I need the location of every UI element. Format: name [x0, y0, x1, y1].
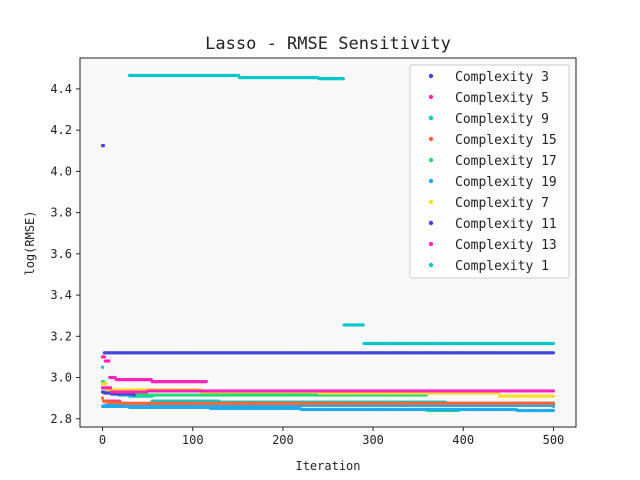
data-point: [132, 393, 136, 397]
data-point: [104, 382, 108, 386]
data-point: [551, 404, 556, 408]
data-point: [100, 396, 105, 400]
data-point: [100, 365, 105, 369]
data-point: [107, 359, 111, 363]
series-0-points: [100, 144, 556, 355]
data-point: [551, 389, 556, 393]
data-point: [204, 380, 208, 384]
data-points: [100, 73, 556, 413]
data-point: [551, 408, 556, 413]
data-point: [551, 394, 556, 398]
data-point: [551, 401, 556, 405]
data-point: [109, 386, 113, 390]
data-point: [551, 351, 556, 355]
data-point: [102, 355, 106, 359]
data-point: [101, 144, 106, 148]
